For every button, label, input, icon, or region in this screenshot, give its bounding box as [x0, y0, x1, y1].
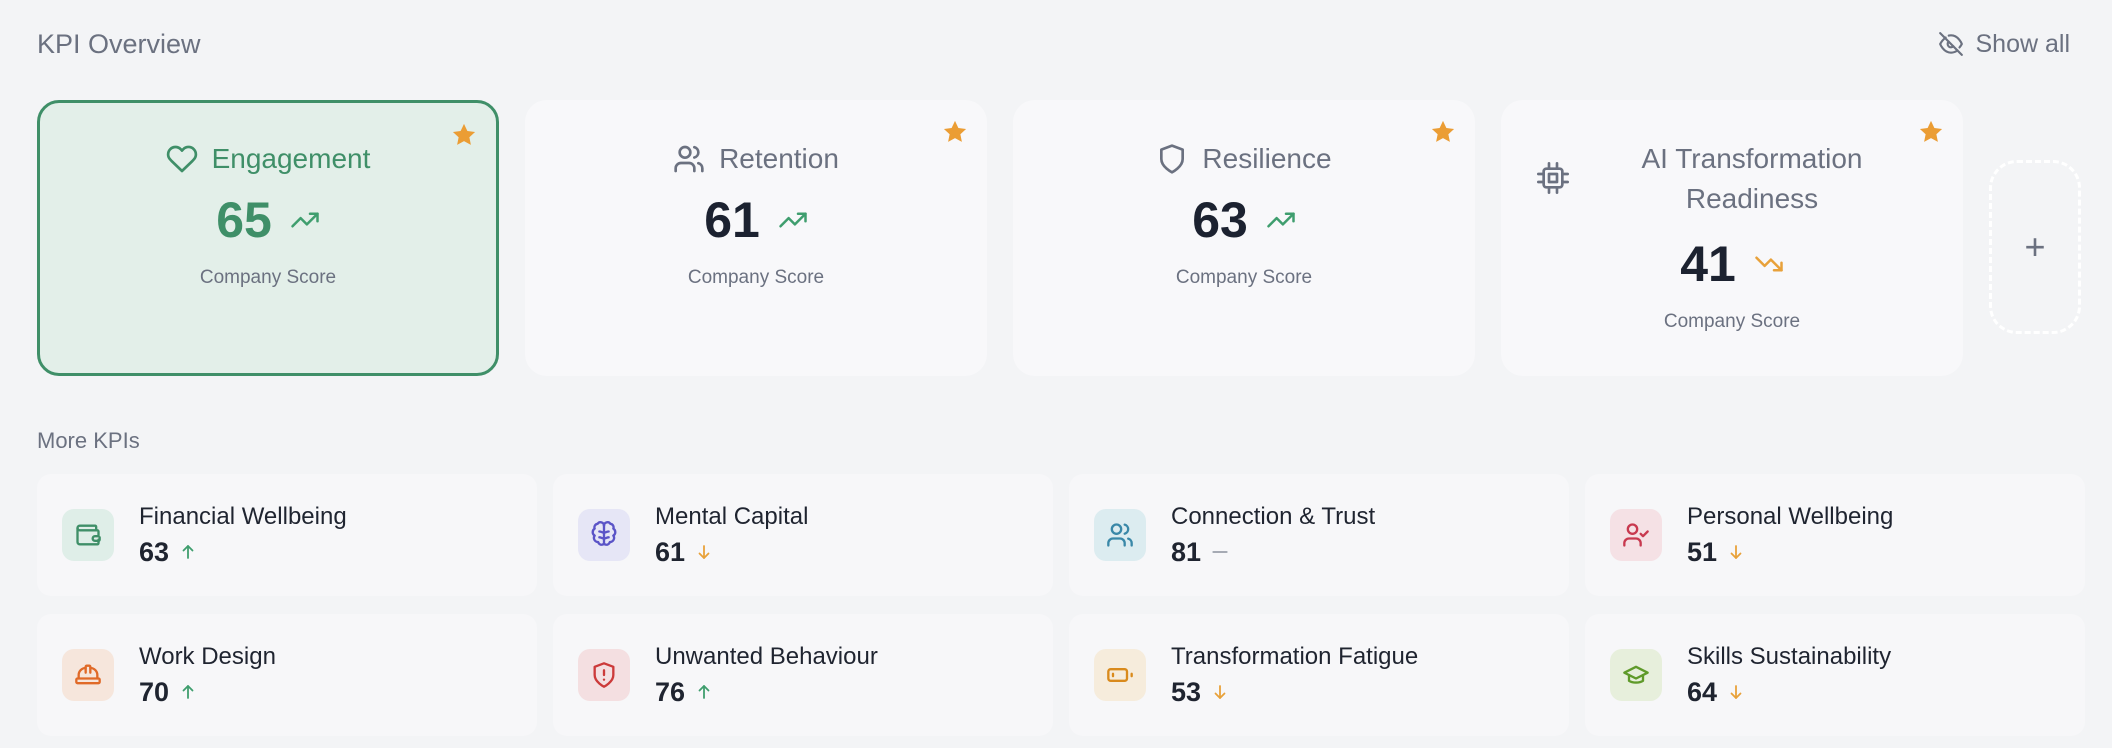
users-icon [674, 145, 704, 173]
kpi-tile-value: 63 [139, 536, 170, 567]
arrow-down-icon [1730, 685, 1742, 699]
kpi-subtitle: Company Score [1175, 267, 1313, 288]
kpi-tile-unwanted-behaviour[interactable]: Unwanted Behaviour 76 [553, 614, 1053, 736]
kpi-tile-value: 51 [1687, 536, 1718, 567]
kpi-tile-name: Mental Capital [655, 502, 809, 530]
kpi-tile-name: Work Design [139, 642, 276, 670]
kpi-subtitle: Company Score [687, 267, 825, 288]
kpi-card-resilience[interactable]: Resilience 63 Company Score [1013, 100, 1475, 376]
kpi-tile-work-design[interactable]: Work Design 70 [37, 614, 537, 736]
heart-icon [166, 145, 197, 173]
user-check-icon [1623, 523, 1649, 547]
plus-icon: + [2024, 226, 2046, 267]
kpi-card-engagement[interactable]: Engagement 65 Company Score [37, 100, 499, 376]
arrow-down-icon [1730, 545, 1742, 559]
kpi-value: 41 [1680, 236, 1736, 292]
kpi-card-ai-transformation-readiness[interactable]: AI Transformation Readiness 41 Company S… [1501, 100, 1963, 376]
kpi-name: AI Transformation Readiness [1641, 143, 1863, 214]
star-icon[interactable] [941, 118, 969, 146]
kpi-tile-financial-wellbeing[interactable]: Financial Wellbeing 63 [37, 474, 537, 596]
kpi-value: 65 [216, 192, 272, 248]
kpi-tile-value: 81 [1171, 536, 1202, 567]
kpi-tile-mental-capital[interactable]: Mental Capital 61 [553, 474, 1053, 596]
kpi-name: Engagement [211, 143, 371, 174]
trend-up-icon [779, 212, 807, 228]
kpi-tile-name: Skills Sustainability [1687, 642, 1892, 670]
kpi-tile-value: 61 [655, 536, 686, 567]
star-icon[interactable] [450, 121, 478, 149]
wallet-icon [76, 524, 101, 546]
header: KPI Overview Show all [37, 22, 2072, 66]
add-kpi-button[interactable]: + [1989, 160, 2081, 334]
arrow-up-icon [182, 545, 194, 559]
show-all-label: Show all [1975, 29, 2071, 58]
kpi-tile-name: Connection & Trust [1171, 502, 1376, 530]
kpi-tile-name: Financial Wellbeing [139, 502, 347, 530]
top-kpi-row: Engagement 65 Company Score Retention 61… [37, 100, 2081, 376]
trend-up-icon [291, 212, 319, 228]
star-icon[interactable] [1917, 118, 1945, 146]
more-kpis-heading: More KPIs [37, 428, 140, 453]
graduation-cap-icon [1623, 665, 1649, 684]
hard-hat-icon [75, 664, 101, 685]
page-title: KPI Overview [37, 28, 201, 59]
kpi-name: Resilience [1202, 143, 1332, 174]
kpi-tile-personal-wellbeing[interactable]: Personal Wellbeing 51 [1585, 474, 2085, 596]
arrow-down-icon [698, 545, 710, 559]
kpi-tile-name: Transformation Fatigue [1171, 642, 1419, 670]
more-kpis-grid: Financial Wellbeing 63 Mental Capital 61… [37, 474, 2085, 736]
kpi-tile-value: 76 [655, 676, 686, 707]
kpi-card-retention[interactable]: Retention 61 Company Score [525, 100, 987, 376]
brain-icon [591, 521, 617, 546]
kpi-tile-value: 53 [1171, 676, 1202, 707]
arrow-up-icon [698, 685, 710, 699]
star-icon[interactable] [1429, 118, 1457, 146]
battery-low-icon [1107, 668, 1133, 682]
kpi-subtitle: Company Score [1663, 311, 1801, 332]
arrow-up-icon [182, 685, 194, 699]
kpi-name: Retention [719, 143, 839, 174]
trend-up-icon [1267, 212, 1295, 228]
chip-icon [1537, 162, 1569, 194]
kpi-value: 61 [704, 192, 760, 248]
kpi-tile-connection-trust[interactable]: Connection & Trust 81 [1069, 474, 1569, 596]
kpi-value: 63 [1192, 192, 1248, 248]
kpi-tile-skills-sustainability[interactable]: Skills Sustainability 64 [1585, 614, 2085, 736]
users-icon [1107, 523, 1133, 547]
kpi-tile-transformation-fatigue[interactable]: Transformation Fatigue 53 [1069, 614, 1569, 736]
arrow-down-icon [1214, 685, 1226, 699]
show-all-button[interactable]: Show all [1938, 30, 2073, 59]
shield-icon [1160, 144, 1185, 174]
eye-off-icon [1938, 32, 1963, 56]
kpi-tile-value: 70 [139, 676, 170, 707]
trend-down-icon [1755, 256, 1783, 272]
kpi-subtitle: Company Score [199, 267, 337, 288]
kpi-tile-name: Personal Wellbeing [1687, 502, 1894, 530]
kpi-tile-value: 64 [1687, 676, 1718, 707]
trend-flat-icon [1212, 551, 1228, 553]
kpi-tile-name: Unwanted Behaviour [655, 642, 878, 670]
shield-alert-icon [593, 662, 615, 688]
